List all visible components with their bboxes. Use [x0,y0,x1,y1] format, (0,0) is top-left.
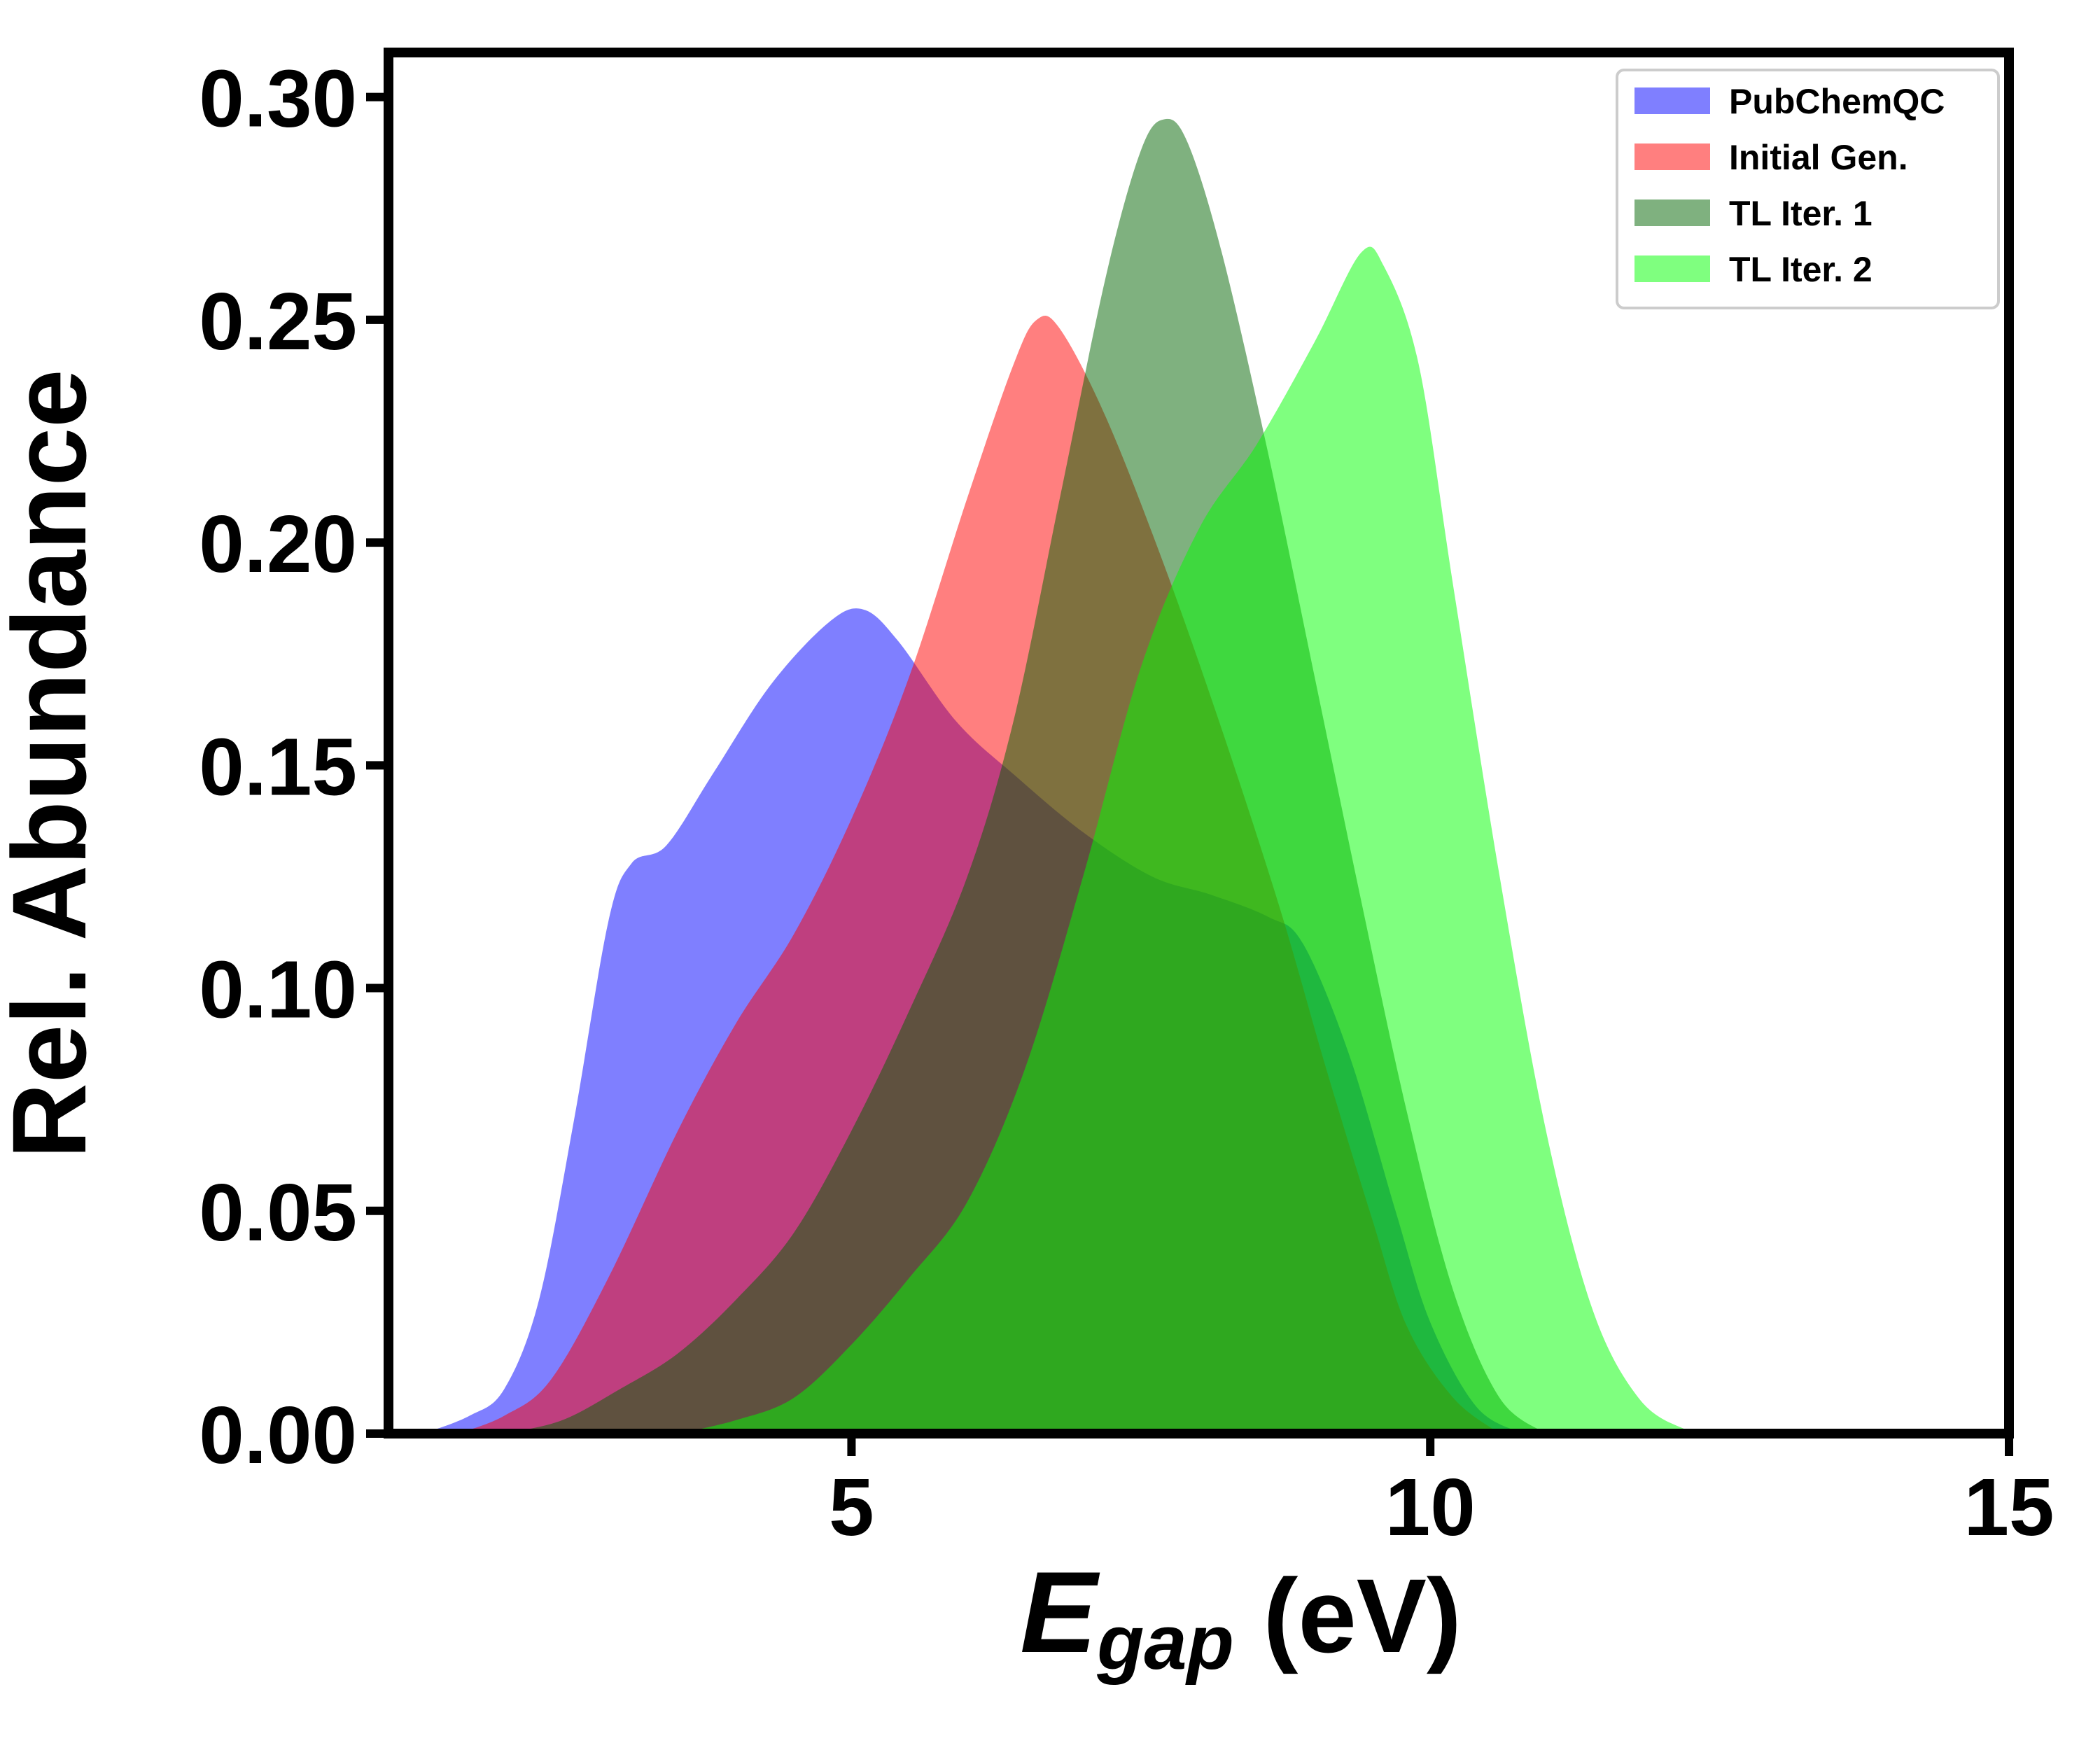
legend-swatch [1634,255,1710,282]
legend-swatch [1634,144,1710,170]
x-axis-ticks: 5 10 15 [829,1434,2054,1553]
x-axis-label: Egap (eV) [1020,1548,1462,1686]
y-tick-label: 0.00 [199,1390,357,1480]
legend-box [1616,69,2000,309]
x-axis-label-main: E [1020,1548,1100,1676]
series-area-tl-iter-2 [678,246,1720,1434]
y-axis-label: Rel. Abundance [0,370,108,1159]
legend-swatch [1634,88,1710,114]
y-tick-label: 0.15 [199,721,357,812]
legend-label: TL Iter. 1 [1729,194,1872,233]
legend-label: TL Iter. 2 [1729,250,1872,289]
x-axis-label-sub: gap [1096,1600,1234,1686]
legend-swatch [1634,200,1710,226]
x-tick-label: 15 [1963,1462,2054,1553]
plot-frame [384,48,2014,1438]
legend-label: PubChemQC [1729,82,1945,121]
y-tick-label: 0.10 [199,944,357,1035]
y-tick-label: 0.25 [199,276,357,367]
x-tick-label: 5 [829,1462,874,1553]
plot-areas [423,118,1720,1434]
y-tick-label: 0.20 [199,498,357,589]
x-axis-label-unit: (eV) [1234,1557,1462,1674]
y-tick-label: 0.05 [199,1167,357,1258]
y-tick-label: 0.30 [199,53,357,144]
legend: PubChemQC Initial Gen. TL Iter. 1 TL Iter. … [1616,69,2000,309]
x-tick-label: 10 [1385,1462,1476,1553]
legend-label: Initial Gen. [1729,138,1908,177]
y-axis-ticks: 0.00 0.05 0.10 0.15 0.20 0.25 0.30 [199,53,388,1480]
